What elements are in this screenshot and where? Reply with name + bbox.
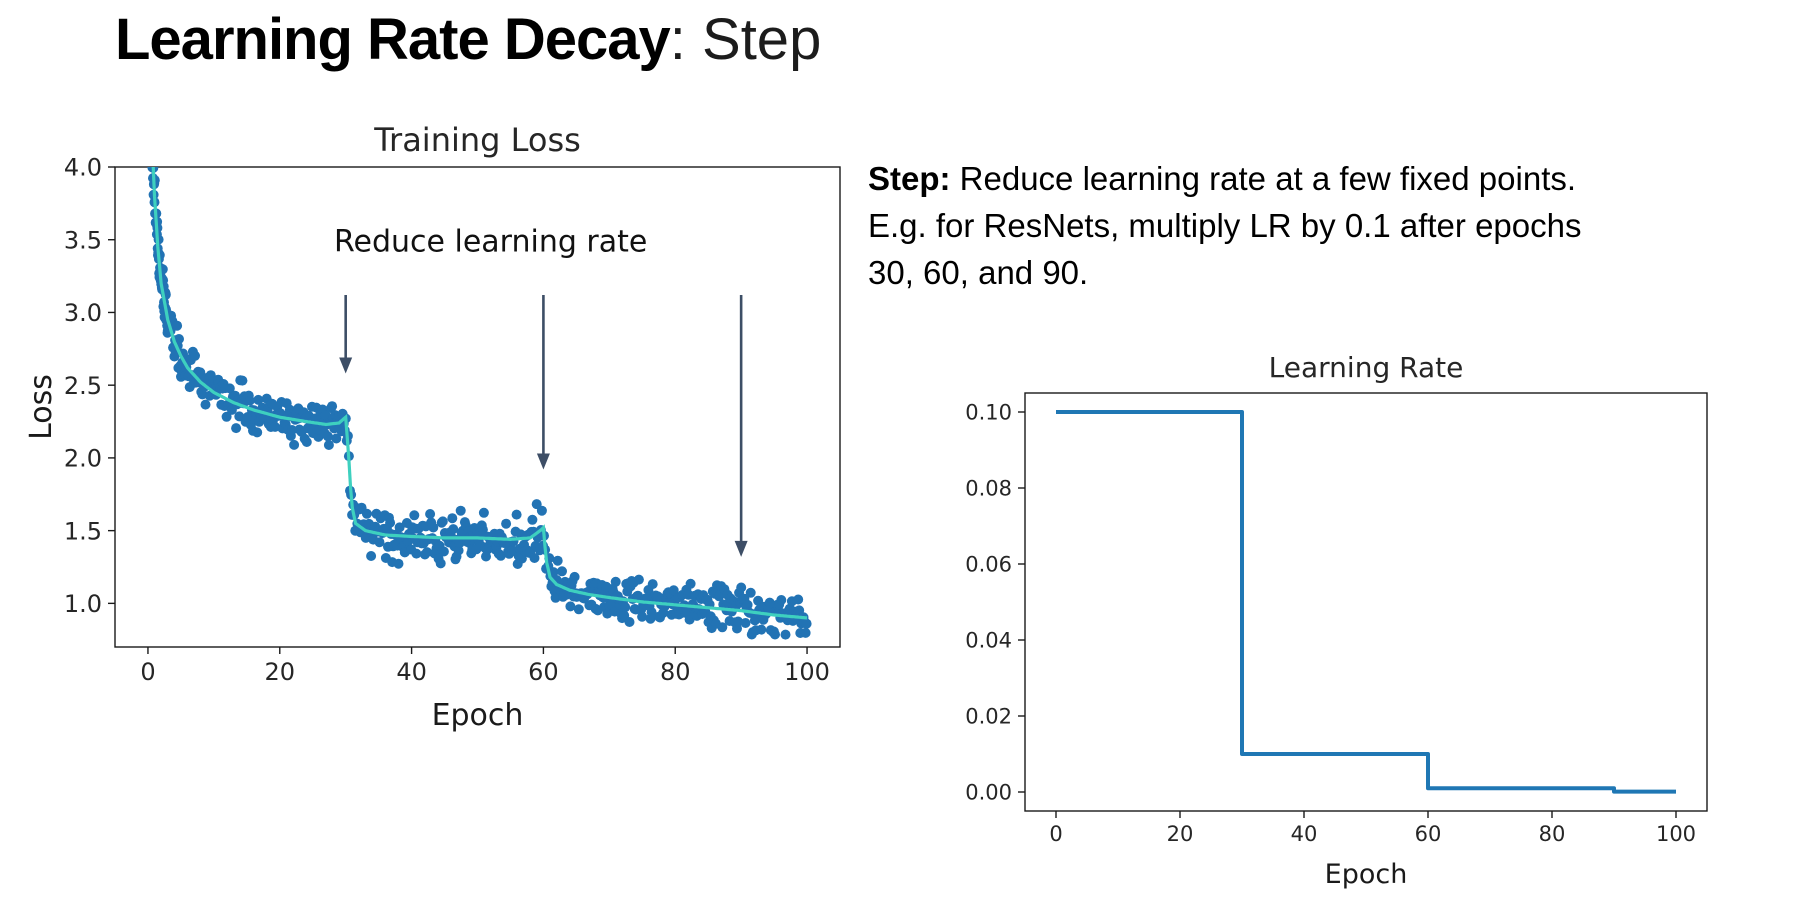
- slide-title-rest: : Step: [669, 7, 822, 72]
- svg-text:100: 100: [784, 658, 830, 686]
- axes-frame: [1024, 392, 1708, 812]
- annotation-arrowhead: [339, 357, 353, 374]
- svg-text:40: 40: [1291, 822, 1318, 846]
- svg-text:3.5: 3.5: [64, 226, 102, 254]
- svg-text:0.06: 0.06: [965, 553, 1012, 577]
- svg-text:0.02: 0.02: [965, 705, 1012, 729]
- svg-text:3.0: 3.0: [64, 299, 102, 327]
- svg-text:0: 0: [1049, 822, 1062, 846]
- reduce-lr-annotation: Reduce learning rate: [334, 224, 647, 259]
- x-axis-label: Epoch: [1325, 859, 1408, 890]
- svg-text:1.0: 1.0: [64, 590, 102, 618]
- svg-text:1.5: 1.5: [64, 517, 102, 545]
- annotation-arrowhead: [536, 453, 550, 470]
- svg-text:40: 40: [396, 658, 427, 686]
- x-axis-label: Epoch: [432, 698, 524, 733]
- axes-frame: [114, 166, 841, 648]
- svg-text:80: 80: [1539, 822, 1566, 846]
- loss-scatter: [147, 167, 812, 640]
- svg-text:60: 60: [528, 658, 559, 686]
- svg-text:60: 60: [1415, 822, 1442, 846]
- svg-text:2.5: 2.5: [64, 372, 102, 400]
- description-line: 30, 60, and 90.: [868, 253, 1089, 291]
- svg-text:4.0: 4.0: [64, 154, 102, 182]
- step-description: Step: Reduce learning rate at a few fixe…: [868, 156, 1798, 297]
- svg-text:2.0: 2.0: [64, 445, 102, 473]
- svg-text:0.10: 0.10: [965, 401, 1012, 425]
- svg-text:80: 80: [660, 658, 691, 686]
- svg-text:0.04: 0.04: [965, 629, 1012, 653]
- lr-step-line: [1056, 410, 1676, 794]
- chart-title: Training Loss: [373, 121, 581, 159]
- description-line: Step: Reduce learning rate at a few fixe…: [868, 160, 1577, 197]
- learning-rate-chart: 0 20 40 60 80 100 0.00 0.02 0.04 0.06 0.08 0.10 Lear…: [945, 335, 1735, 895]
- chart-title: Learning Rate: [1269, 351, 1464, 384]
- svg-text:20: 20: [1167, 822, 1194, 846]
- y-axis-label: Loss: [24, 374, 59, 440]
- slide-title-bold: Learning Rate Decay: [115, 7, 671, 72]
- loss-mean-line: [151, 167, 808, 620]
- svg-text:0: 0: [140, 658, 155, 686]
- slide-title: Learning Rate Decay: Step: [115, 8, 821, 72]
- annotation-arrowhead: [734, 540, 748, 557]
- description-line: E.g. for ResNets, multiply LR by 0.1 aft…: [868, 206, 1582, 244]
- svg-text:0.00: 0.00: [965, 781, 1012, 805]
- svg-text:20: 20: [264, 658, 295, 686]
- training-loss-chart: 0 20 40 60 80 100 1.0 1.5 2.0 2.5 3.0 3.5 4.0 Trainin…: [20, 112, 870, 742]
- svg-text:0.08: 0.08: [965, 477, 1012, 501]
- svg-text:100: 100: [1656, 822, 1696, 846]
